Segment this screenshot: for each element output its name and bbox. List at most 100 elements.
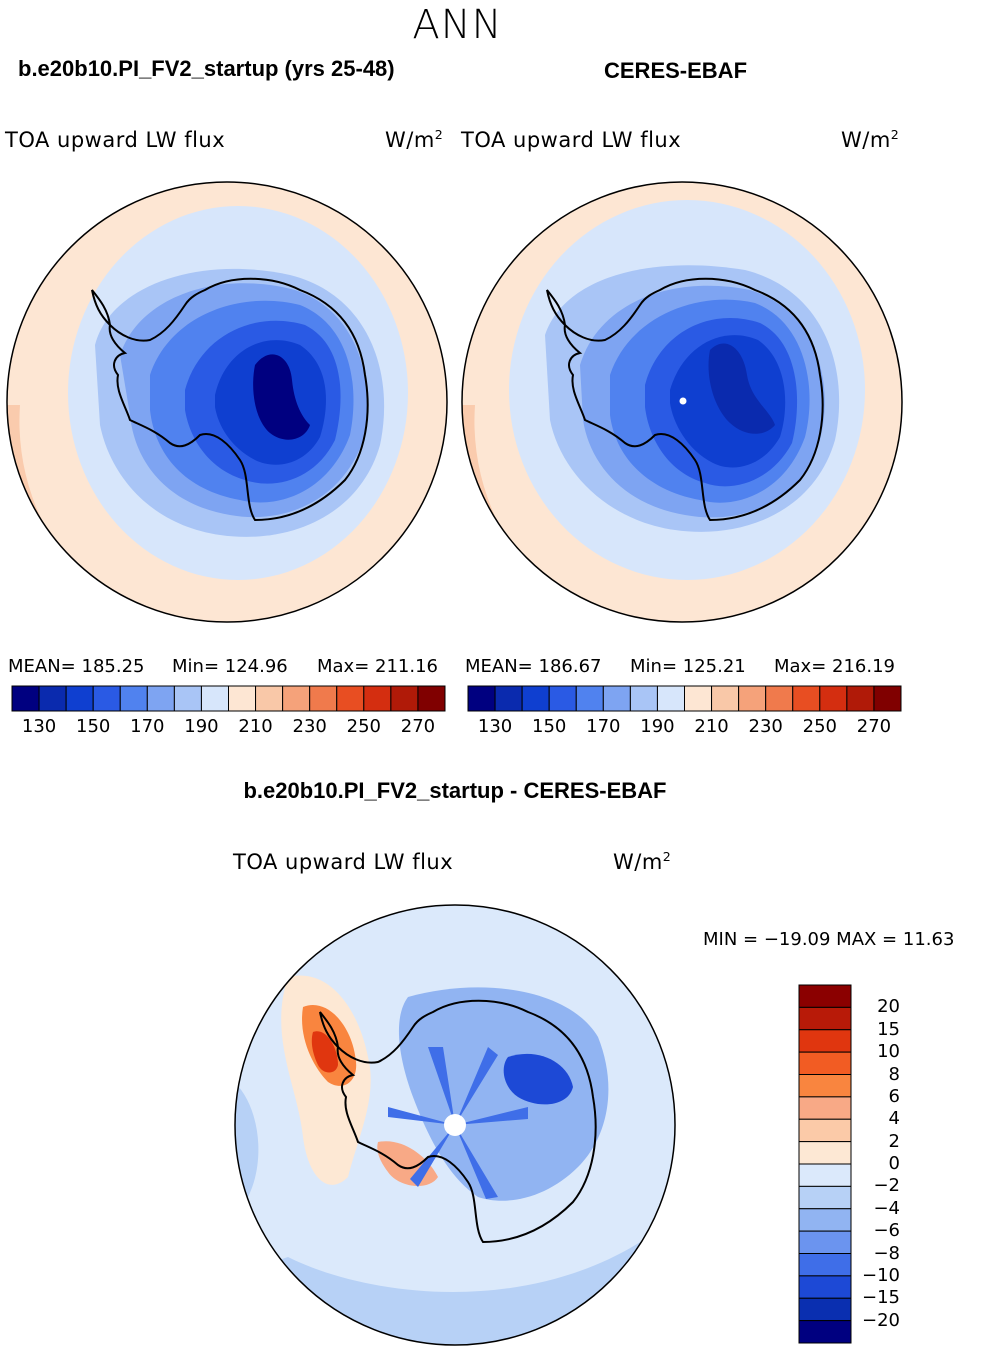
colorbar-swatch	[11, 685, 40, 712]
colorbar-swatch	[798, 1163, 852, 1187]
colorbar-swatch	[873, 685, 902, 712]
colorbar-tick-label: 130	[477, 716, 513, 737]
colorbar-tick-label: 270	[856, 716, 892, 737]
left-colorbar	[11, 685, 446, 712]
diff-map-boundary	[234, 904, 676, 1346]
colorbar-swatch	[765, 685, 794, 712]
colorbar-tick-label: 190	[640, 716, 675, 737]
colorbar-swatch	[798, 984, 852, 1008]
colorbar-tick-label: −10	[862, 1264, 900, 1286]
colorbar-swatch	[798, 1253, 852, 1277]
colorbar-tick-label: 6	[888, 1085, 900, 1107]
left-case-title: b.e20b10.PI_FV2_startup (yrs 25-48)	[18, 56, 395, 81]
colorbar-tick-label: 250	[346, 716, 381, 737]
colorbar-swatch	[38, 685, 67, 712]
colorbar-tick-label: 130	[21, 716, 57, 737]
colorbar-swatch	[798, 1051, 852, 1075]
diff-title: b.e20b10.PI_FV2_startup - CERES-EBAF	[243, 778, 667, 803]
season-title: ANN	[412, 2, 503, 48]
pole-point	[679, 397, 687, 405]
left-max-stat: Max= 211.16	[317, 656, 438, 677]
colorbar-tick-label: 150	[76, 716, 111, 737]
colorbar-swatch	[798, 1029, 852, 1053]
colorbar-swatch	[798, 1297, 852, 1322]
left-map-boundary	[6, 181, 448, 623]
colorbar-swatch	[282, 685, 311, 712]
colorbar-tick-label: 4	[888, 1108, 900, 1130]
right-case-title: CERES-EBAF	[604, 58, 748, 83]
pole-hole	[444, 1114, 466, 1136]
colorbar-tick-label: 270	[400, 716, 436, 737]
colorbar-swatch	[521, 685, 550, 712]
left-polar-map	[6, 181, 448, 623]
colorbar-swatch	[65, 685, 94, 712]
right-units-label: W/m2	[841, 127, 900, 152]
colorbar-swatch	[200, 685, 229, 712]
colorbar-swatch	[575, 685, 604, 712]
colorbar-swatch	[602, 685, 631, 712]
colorbar-swatch	[363, 685, 392, 712]
left-units-label: W/m2	[385, 127, 444, 152]
colorbar-tick-label: 230	[748, 716, 783, 737]
colorbar-swatch	[309, 685, 338, 712]
antarctica-coastline	[108, 277, 369, 522]
colorbar-tick-label: 2	[888, 1130, 900, 1152]
colorbar-tick-label: 15	[877, 1018, 900, 1040]
diff-colorbar	[798, 984, 852, 1344]
diff-colorbar-tick-labels: 20 15 10 8 6 4 2 0 −2 −4 −6 −8 −10 −15 −20	[856, 985, 936, 1343]
positive-anomaly-core	[311, 1031, 338, 1073]
colorbar-tick-label: −20	[862, 1309, 900, 1331]
colorbar-swatch	[228, 685, 257, 712]
colorbar-tick-label: −15	[862, 1287, 900, 1309]
diff-variable-label: TOA upward LW flux	[233, 850, 454, 874]
diff-polar-map	[234, 904, 676, 1346]
left-variable-label: TOA upward LW flux	[5, 128, 226, 152]
right-colorbar-tick-labels: 130 150 170 190 210 230 250 270	[468, 716, 901, 740]
right-colorbar	[467, 685, 902, 712]
colorbar-tick-label: 150	[532, 716, 567, 737]
colorbar-tick-label: 170	[586, 716, 621, 737]
colorbar-swatch	[417, 685, 446, 712]
diff-minmax-stat: MIN = −19.09 MAX = 11.63	[703, 929, 955, 950]
peninsula-coastline	[546, 289, 566, 326]
colorbar-swatch	[798, 1118, 852, 1143]
colorbar-swatch	[494, 685, 523, 712]
negative-anomaly-continent	[398, 987, 609, 1201]
colorbar-tick-label: −2	[873, 1175, 900, 1197]
left-mean-stat: MEAN= 185.25	[8, 656, 145, 677]
colorbar-swatch	[684, 685, 713, 712]
colorbar-swatch	[819, 685, 848, 712]
colorbar-swatch	[467, 685, 496, 712]
right-polar-map	[461, 181, 903, 623]
antarctica-coastline	[563, 277, 824, 522]
colorbar-swatch	[738, 685, 767, 712]
colorbar-swatch	[792, 685, 821, 712]
colorbar-swatch	[656, 685, 685, 712]
right-max-stat: Max= 216.19	[774, 656, 895, 677]
colorbar-tick-label: 0	[888, 1153, 900, 1174]
colorbar-tick-label: 250	[802, 716, 837, 737]
colorbar-tick-label: 8	[888, 1063, 900, 1085]
colorbar-swatch	[711, 685, 740, 712]
diff-units-label: W/m2	[613, 849, 672, 874]
contour-level-130	[708, 343, 775, 434]
right-min-stat: Min= 125.21	[630, 656, 746, 677]
colorbar-tick-label: −4	[873, 1197, 900, 1219]
colorbar-swatch	[255, 685, 284, 712]
contour-level-130	[253, 354, 310, 440]
antarctica-coastline	[336, 999, 597, 1244]
colorbar-tick-label: 210	[238, 716, 273, 737]
negative-anomaly-east	[503, 1053, 573, 1105]
colorbar-swatch	[798, 1185, 852, 1210]
colorbar-tick-label: 10	[877, 1041, 900, 1063]
colorbar-swatch	[798, 1096, 852, 1120]
peninsula-coastline	[91, 289, 111, 326]
colorbar-swatch	[846, 685, 875, 712]
peninsula-coastline	[319, 1011, 339, 1048]
right-variable-label: TOA upward LW flux	[461, 128, 682, 152]
left-colorbar-tick-labels: 130 150 170 190 210 230 250 270	[12, 716, 445, 740]
colorbar-tick-label: 20	[877, 996, 900, 1018]
colorbar-swatch	[336, 685, 365, 712]
colorbar-tick-label: −8	[873, 1242, 900, 1264]
colorbar-swatch	[92, 685, 121, 712]
